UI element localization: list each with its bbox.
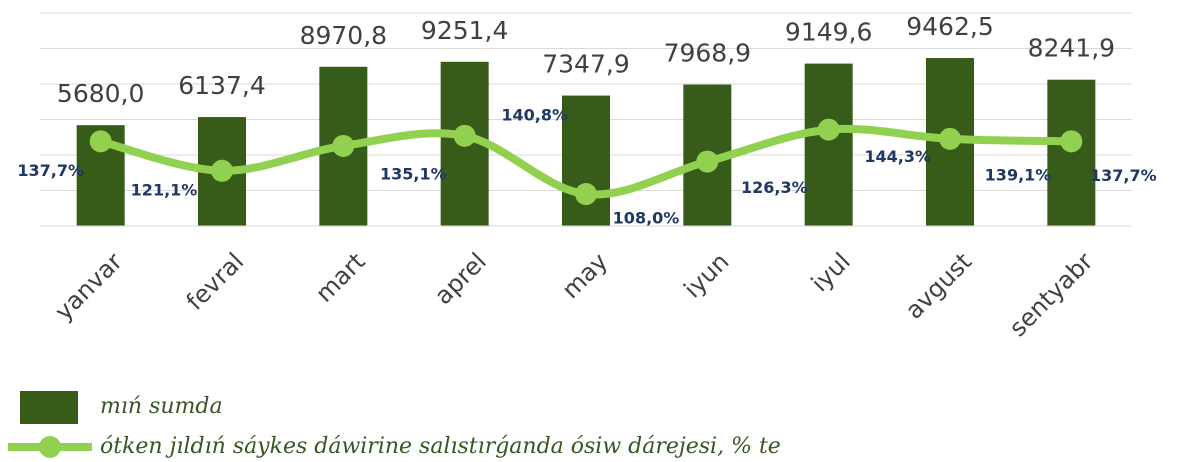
- line-value-label: 121,1%: [131, 180, 198, 199]
- bar-value-label: 8970,8: [300, 21, 387, 50]
- x-tick-label: avgust: [900, 247, 977, 324]
- line-point: [575, 183, 597, 206]
- legend-swatch: [20, 391, 78, 424]
- line-value-label: 139,1%: [985, 165, 1052, 184]
- line-value-label: 137,7%: [17, 161, 84, 180]
- bar-value-label: 8241,9: [1028, 34, 1115, 63]
- line-value-label: 140,8%: [501, 105, 568, 124]
- bar-value-label: 9462,5: [906, 12, 993, 41]
- x-tick-label: iyun: [678, 247, 734, 303]
- bar-value-label: 7347,9: [542, 50, 629, 79]
- bar: [804, 63, 853, 226]
- line-point: [817, 118, 840, 141]
- line-value-label: 144,3%: [864, 147, 931, 166]
- bar-value-label: 9251,4: [421, 16, 508, 45]
- x-tick-label: sentyabr: [1004, 247, 1099, 342]
- line-point: [939, 127, 961, 150]
- bar-value-label: 5680,0: [57, 79, 144, 108]
- line-value-label: 126,3%: [741, 178, 808, 197]
- bar-value-label: 9149,6: [785, 18, 872, 47]
- legend-swatch: [39, 436, 61, 458]
- bar: [1047, 79, 1096, 227]
- line-point: [332, 134, 355, 157]
- bar-value-label: 6137,4: [178, 71, 265, 100]
- x-tick-label: aprel: [429, 247, 492, 310]
- line-point: [1060, 130, 1083, 153]
- line-point: [696, 150, 719, 173]
- line-value-label: 108,0%: [613, 209, 680, 228]
- x-tick-label: may: [556, 247, 613, 304]
- x-tick-label: yanvar: [49, 247, 128, 326]
- line-point: [211, 159, 233, 182]
- bar-value-label: 7968,9: [664, 39, 751, 68]
- legend-label: ótken jıldıń sáykes dáwirine salıstırǵan…: [100, 434, 781, 459]
- line-value-label: 137,7%: [1090, 166, 1157, 185]
- bar: [562, 95, 610, 227]
- legend-label: mıń sumda: [100, 394, 223, 419]
- x-tick-label: mart: [310, 247, 370, 307]
- x-tick-label: iyul: [806, 247, 856, 297]
- line-point: [89, 130, 112, 153]
- x-tick-label: fevral: [181, 247, 249, 315]
- line-value-label: 135,1%: [380, 164, 447, 183]
- line-point: [453, 124, 476, 147]
